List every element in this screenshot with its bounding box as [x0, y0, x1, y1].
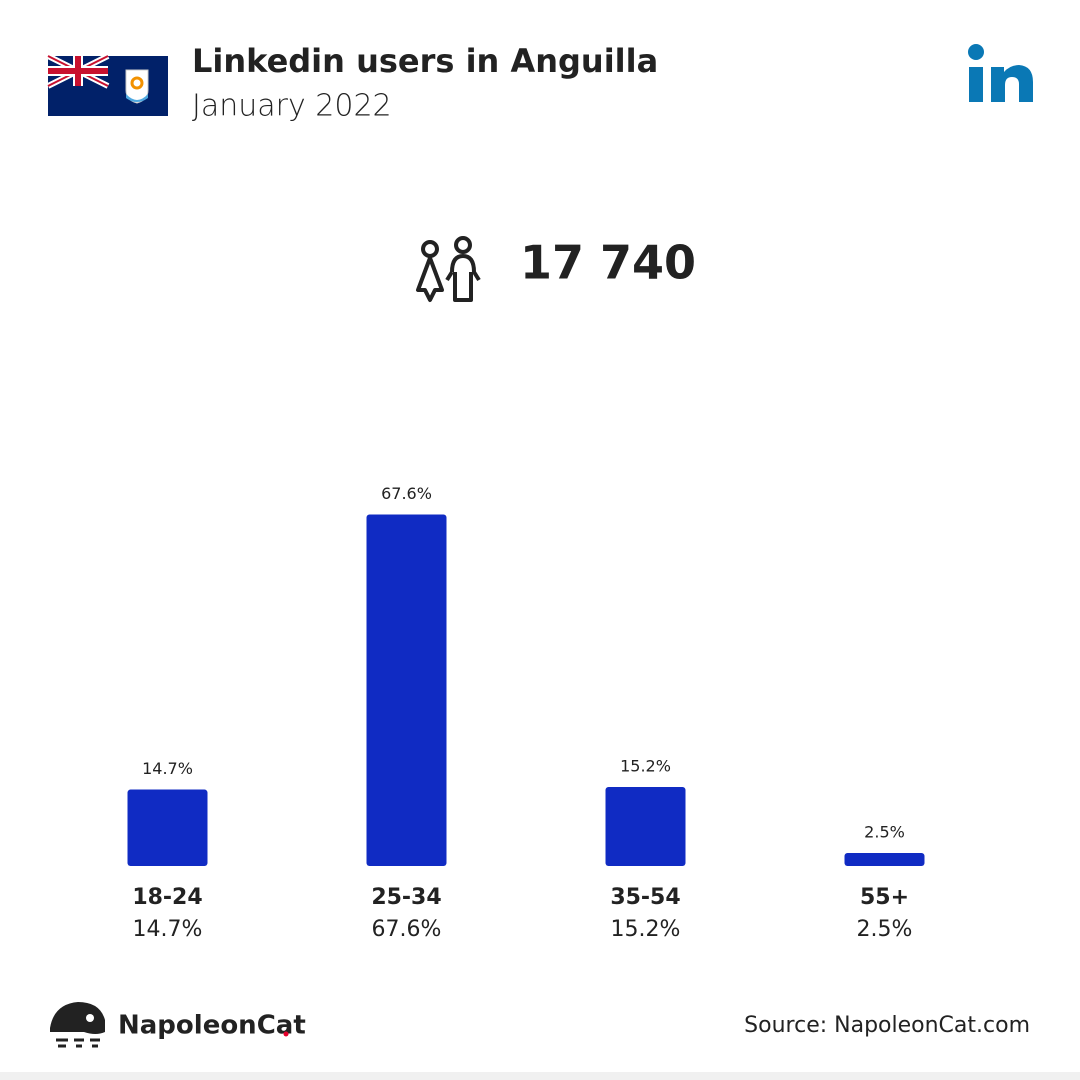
- bar: [127, 789, 208, 866]
- bar: [844, 853, 925, 866]
- brand-name: NapoleonCat: [118, 1011, 306, 1041]
- footer-strip: [0, 1072, 1080, 1080]
- users-icon: [416, 236, 481, 302]
- category-label: 25-34: [371, 885, 441, 910]
- category-label: 35-54: [610, 885, 680, 910]
- total-users: 17 740: [520, 236, 696, 290]
- bar: [366, 514, 447, 866]
- category-value-label: 15.2%: [611, 917, 681, 942]
- bar-value-label: 2.5%: [864, 823, 905, 842]
- brand-dot: [283, 1031, 289, 1037]
- category-label: 55+: [860, 885, 909, 910]
- bar-value-label: 15.2%: [620, 756, 671, 775]
- bar-value-label: 14.7%: [142, 759, 193, 778]
- linkedin-logo: [968, 44, 1033, 102]
- flag: [46, 53, 168, 116]
- title: Linkedin users in Anguilla: [192, 42, 658, 80]
- bar: [605, 786, 686, 866]
- category-value-label: 14.7%: [133, 917, 203, 942]
- bar-value-label: 67.6%: [381, 484, 432, 503]
- category-label: 18-24: [132, 885, 202, 910]
- brand-logo: [50, 1002, 105, 1048]
- category-value-label: 2.5%: [857, 917, 913, 942]
- category-value-label: 67.6%: [372, 917, 442, 942]
- subtitle: January 2022: [192, 89, 392, 124]
- source: Source: NapoleonCat.com: [744, 1013, 1030, 1038]
